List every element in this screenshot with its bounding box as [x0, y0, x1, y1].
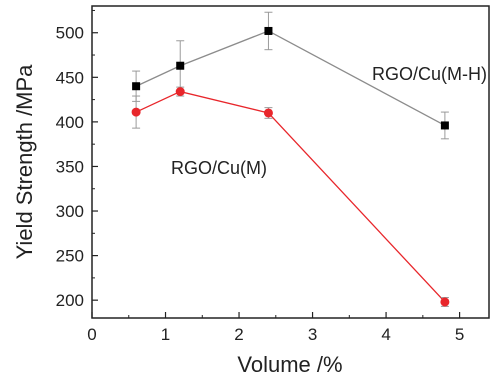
x-tick-label: 5 [455, 325, 464, 344]
series-line [135, 90, 446, 303]
series-1 [131, 86, 450, 307]
y-tick-label: 300 [56, 202, 84, 221]
data-point [132, 82, 141, 91]
data-point [131, 107, 141, 117]
plot-frame [91, 5, 490, 319]
data-point [440, 297, 450, 307]
x-axis-label: Volume /% [237, 352, 342, 377]
annotation-rgo-cu-m-h: RGO/Cu(M-H) [372, 64, 487, 84]
y-axis-label: Yield Strength /MPa [12, 64, 37, 260]
y-tick-label: 350 [56, 157, 84, 176]
data-point [440, 121, 449, 130]
annotation-rgo-cu-m: RGO/Cu(M) [171, 158, 267, 178]
series-layer [131, 11, 450, 307]
y-tick-label: 250 [56, 247, 84, 266]
y-tick-label: 450 [56, 68, 84, 87]
series-line [135, 30, 446, 127]
data-point [176, 61, 185, 70]
data-point [264, 26, 273, 35]
y-tick-label: 400 [56, 113, 84, 132]
series-0 [132, 11, 449, 140]
x-axis-ticks: 0 1 2 3 4 5 [87, 312, 464, 344]
x-tick-label: 3 [308, 325, 317, 344]
y-axis-ticks: 200 250 300 350 400 450 500 [56, 9, 98, 310]
x-tick-label: 1 [161, 325, 170, 344]
x-tick-label: 4 [381, 325, 390, 344]
y-tick-label: 500 [56, 24, 84, 43]
data-point [175, 87, 185, 97]
y-tick-label: 200 [56, 291, 84, 310]
x-tick-label: 0 [87, 325, 96, 344]
data-point [263, 108, 273, 118]
x-tick-label: 2 [234, 325, 243, 344]
